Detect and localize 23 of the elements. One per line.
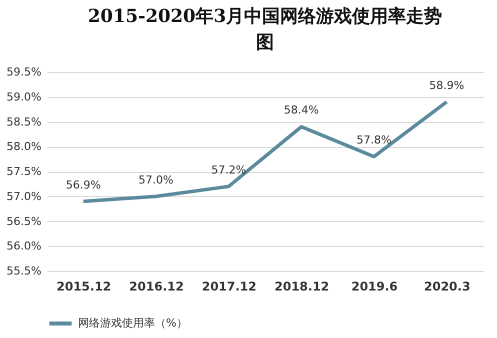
data-label: 57.0%	[138, 173, 174, 186]
y-tick-label: 59.5%	[6, 66, 42, 78]
y-tick-label: 57.0%	[6, 190, 42, 203]
chart-title: 2015-2020年3月中国网络游戏使用率走势图	[88, 6, 442, 53]
data-label: 58.4%	[284, 104, 319, 117]
x-tick-label: 2018.12	[274, 280, 330, 294]
data-label: 57.8%	[356, 134, 392, 147]
y-tick-label: 58.0%	[6, 140, 42, 154]
data-label: 58.9%	[429, 78, 464, 92]
x-tick-label: 2017.12	[202, 280, 256, 294]
y-tick-label: 56.5%	[6, 214, 42, 228]
legend-label: 网络游戏使用率（%）	[78, 316, 188, 330]
x-tick-label: 2015.12	[56, 280, 112, 294]
data-label: 57.2%	[211, 163, 246, 176]
x-tick-label: 2019.6	[351, 280, 398, 294]
y-tick-label: 57.5%	[6, 165, 42, 178]
y-tick-label: 56.0%	[6, 240, 42, 253]
x-tick-label: 2016.12	[129, 280, 184, 294]
data-label: 56.9%	[66, 178, 101, 192]
y-tick-label: 58.5%	[6, 115, 42, 128]
x-tick-label: 2020.3	[424, 280, 470, 294]
y-tick-label: 59.0%	[6, 90, 42, 104]
y-tick-label: 55.5%	[6, 264, 42, 278]
